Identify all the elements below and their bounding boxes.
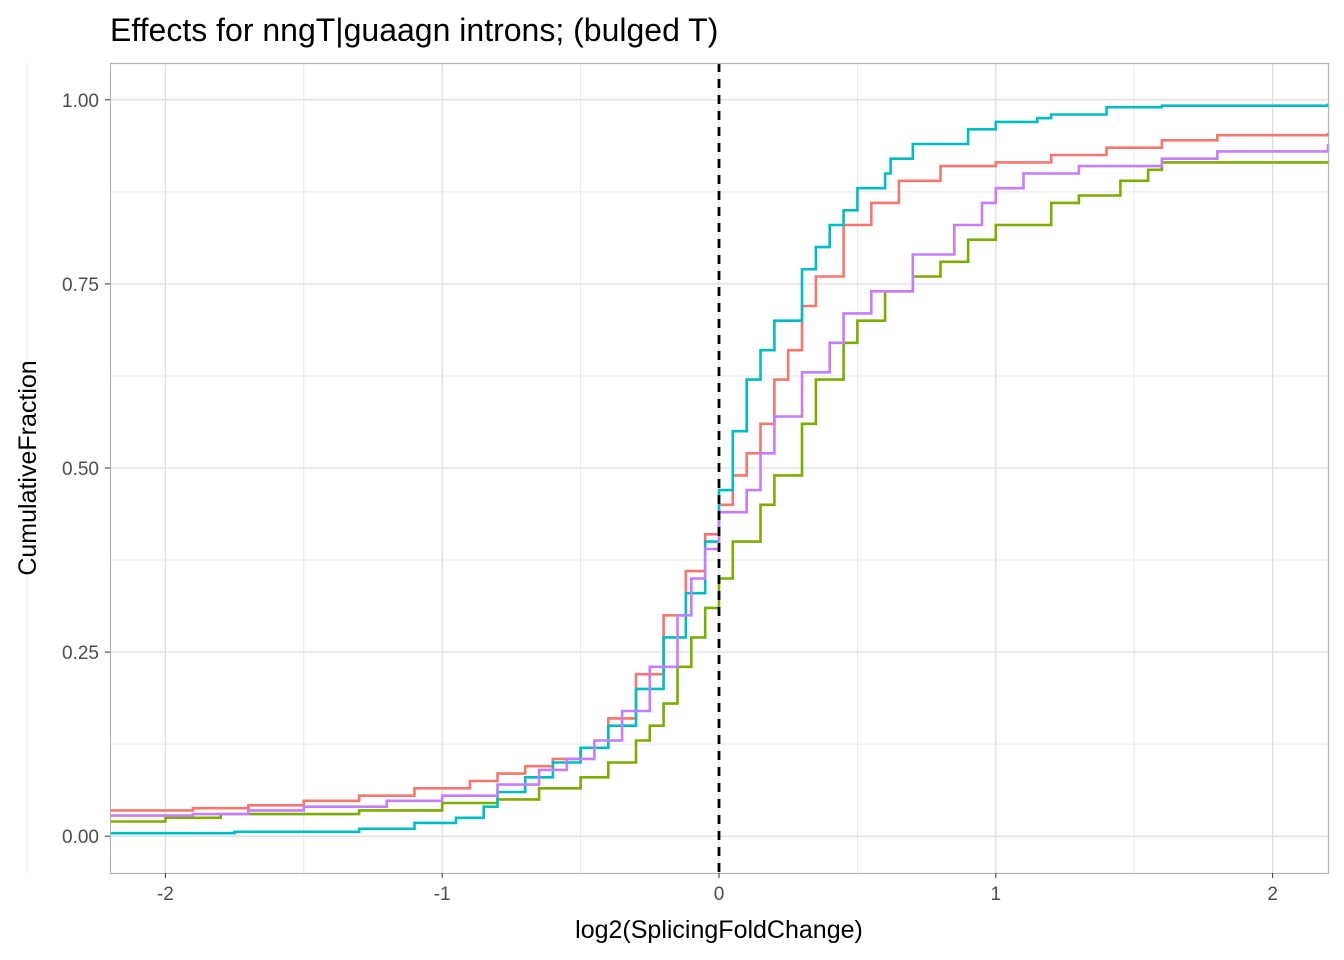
y-tick-label: 0.25	[62, 643, 99, 664]
y-tick-label: 1.00	[62, 91, 99, 112]
x-tick-label: -1	[434, 884, 451, 905]
y-tick-label: 0.75	[62, 275, 99, 296]
y-tick-label: 0.00	[62, 827, 99, 848]
x-tick-label: 0	[714, 884, 725, 905]
y-axis-ticks: 0.00 0.25 0.50 0.75 1.00	[62, 91, 110, 848]
y-axis-label: CumulativeFraction	[14, 360, 42, 575]
ecdf-series-2	[110, 160, 1330, 823]
x-axis-ticks: -2 -1 0 1 2	[157, 873, 1278, 905]
x-tick-label: 1	[991, 884, 1002, 905]
y-tick-label: 0.50	[62, 459, 99, 480]
x-axis-label: log2(SplicingFoldChange)	[575, 916, 863, 944]
ecdf-series-3	[110, 103, 1330, 835]
ecdf-series-1	[110, 133, 1330, 812]
x-tick-label: -2	[157, 884, 174, 905]
chart-title: Effects for nngT|guaagn introns; (bulged…	[110, 12, 718, 48]
ecdf-series-4	[110, 144, 1330, 817]
series-lines	[110, 103, 1330, 835]
x-tick-label: 2	[1267, 884, 1278, 905]
